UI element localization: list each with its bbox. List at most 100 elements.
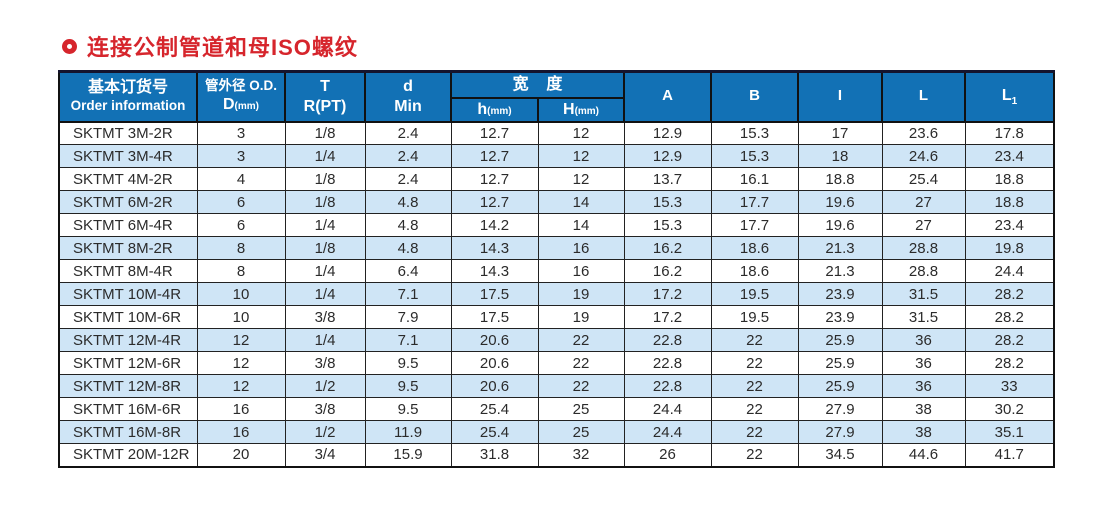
value-cell: 19.8 — [964, 236, 1055, 260]
value-cell: 3/4 — [284, 443, 366, 467]
value-cell: 22 — [710, 420, 799, 444]
value-cell: 28.2 — [964, 305, 1055, 329]
order-number-cell: SKTMT 8M-4R — [58, 259, 198, 283]
value-cell: 23.9 — [797, 282, 883, 306]
value-cell: 23.4 — [964, 144, 1055, 168]
value-cell: 19.6 — [797, 190, 883, 214]
value-cell: 3/8 — [284, 305, 366, 329]
value-cell: 12.9 — [623, 121, 712, 145]
value-cell: 12.7 — [450, 190, 539, 214]
table-row: SKTMT 12M-8R 12 1/2 9.5 20.6 22 22.8 22 25.9 36 33 — [58, 374, 1055, 398]
value-cell: 31.5 — [881, 282, 966, 306]
value-cell: 44.6 — [881, 443, 966, 467]
table-row: SKTMT 4M-2R 4 1/8 2.4 12.7 12 13.7 16.1 18.8 25.4… — [58, 167, 1055, 191]
col-header-od: 管外径 O.D. D(mm) — [196, 70, 286, 123]
value-cell: 18.8 — [964, 167, 1055, 191]
table-row: SKTMT 8M-4R 8 1/4 6.4 14.3 16 16.2 18.6 21.3 28.8… — [58, 259, 1055, 283]
value-cell: 22 — [537, 351, 625, 375]
value-cell: 17.5 — [450, 282, 539, 306]
col-header-i: I — [797, 70, 884, 123]
table-row: SKTMT 16M-8R 16 1/2 11.9 25.4 25 24.4 22 27.9 38 3… — [58, 420, 1055, 444]
value-cell: 1/8 — [284, 190, 366, 214]
value-cell: 9.5 — [364, 351, 452, 375]
value-cell: 36 — [881, 328, 966, 352]
value-cell: 22 — [710, 351, 799, 375]
value-cell: 4.8 — [364, 190, 452, 214]
value-cell: 12 — [196, 328, 286, 352]
value-cell: 38 — [881, 397, 966, 421]
value-cell: 6 — [196, 190, 286, 214]
value-cell: 13.7 — [623, 167, 712, 191]
value-cell: 22 — [710, 397, 799, 421]
value-cell: 34.5 — [797, 443, 883, 467]
value-cell: 28.2 — [964, 328, 1055, 352]
value-cell: 9.5 — [364, 397, 452, 421]
value-cell: 23.6 — [881, 121, 966, 145]
col-header-width-group: 宽 度 — [449, 70, 626, 99]
value-cell: 2.4 — [364, 167, 452, 191]
value-cell: 20.6 — [450, 328, 539, 352]
value-cell: 1/8 — [284, 167, 366, 191]
value-cell: 25.9 — [797, 374, 883, 398]
col-header-l: L — [881, 70, 967, 123]
value-cell: 22 — [710, 443, 799, 467]
value-cell: 22 — [710, 374, 799, 398]
value-cell: 8 — [196, 259, 286, 283]
value-cell: 23.4 — [964, 213, 1055, 237]
value-cell: 15.3 — [710, 144, 799, 168]
value-cell: 15.3 — [623, 213, 712, 237]
thread-spec-table: 基本订货号 Order information 管外径 O.D. D(mm) T… — [58, 70, 1056, 468]
value-cell: 24.6 — [881, 144, 966, 168]
order-number-cell: SKTMT 4M-2R — [58, 167, 198, 191]
value-cell: 36 — [881, 351, 966, 375]
value-cell: 18.6 — [710, 236, 799, 260]
value-cell: 25.9 — [797, 351, 883, 375]
value-cell: 7.9 — [364, 305, 452, 329]
value-cell: 30.2 — [964, 397, 1055, 421]
value-cell: 16 — [196, 420, 286, 444]
value-cell: 15.3 — [710, 121, 799, 145]
value-cell: 19 — [537, 282, 625, 306]
value-cell: 25.4 — [450, 397, 539, 421]
value-cell: 22 — [537, 374, 625, 398]
value-cell: 21.3 — [797, 259, 883, 283]
value-cell: 7.1 — [364, 282, 452, 306]
value-cell: 25 — [537, 397, 625, 421]
value-cell: 38 — [881, 420, 966, 444]
order-number-cell: SKTMT 6M-4R — [58, 213, 198, 237]
bullet-circle-icon — [62, 38, 77, 54]
table-row: SKTMT 3M-2R 3 1/8 2.4 12.7 12 12.9 15.3 17 23.6 17… — [58, 121, 1055, 145]
col-header-t: T R(PT) — [284, 70, 366, 123]
value-cell: 12 — [537, 167, 625, 191]
value-cell: 19.6 — [797, 213, 883, 237]
value-cell: 15.3 — [623, 190, 712, 214]
col-header-l1: L1 — [964, 70, 1056, 123]
value-cell: 6 — [196, 213, 286, 237]
table-row: SKTMT 6M-2R 6 1/8 4.8 12.7 14 15.3 17.7 19.6 27 18… — [58, 190, 1055, 214]
value-cell: 36 — [881, 374, 966, 398]
order-number-cell: SKTMT 16M-8R — [58, 420, 198, 444]
table-row: SKTMT 3M-4R 3 1/4 2.4 12.7 12 12.9 15.3 18 24.6 23… — [58, 144, 1055, 168]
value-cell: 1/8 — [284, 121, 366, 145]
value-cell: 9.5 — [364, 374, 452, 398]
value-cell: 18.6 — [710, 259, 799, 283]
value-cell: 14 — [537, 213, 625, 237]
value-cell: 20.6 — [450, 374, 539, 398]
order-number-cell: SKTMT 12M-6R — [58, 351, 198, 375]
value-cell: 3/8 — [284, 397, 366, 421]
value-cell: 22.8 — [623, 374, 712, 398]
value-cell: 12.7 — [450, 121, 539, 145]
value-cell: 12.7 — [450, 167, 539, 191]
value-cell: 2.4 — [364, 121, 452, 145]
value-cell: 27.9 — [797, 397, 883, 421]
value-cell: 17.2 — [623, 305, 712, 329]
value-cell: 19.5 — [710, 305, 799, 329]
col-header-h-capital: H(mm) — [536, 96, 626, 123]
value-cell: 23.9 — [797, 305, 883, 329]
value-cell: 26 — [623, 443, 712, 467]
value-cell: 16 — [537, 259, 625, 283]
value-cell: 28.2 — [964, 351, 1055, 375]
value-cell: 17.7 — [710, 190, 799, 214]
value-cell: 22 — [710, 328, 799, 352]
value-cell: 28.8 — [881, 236, 966, 260]
